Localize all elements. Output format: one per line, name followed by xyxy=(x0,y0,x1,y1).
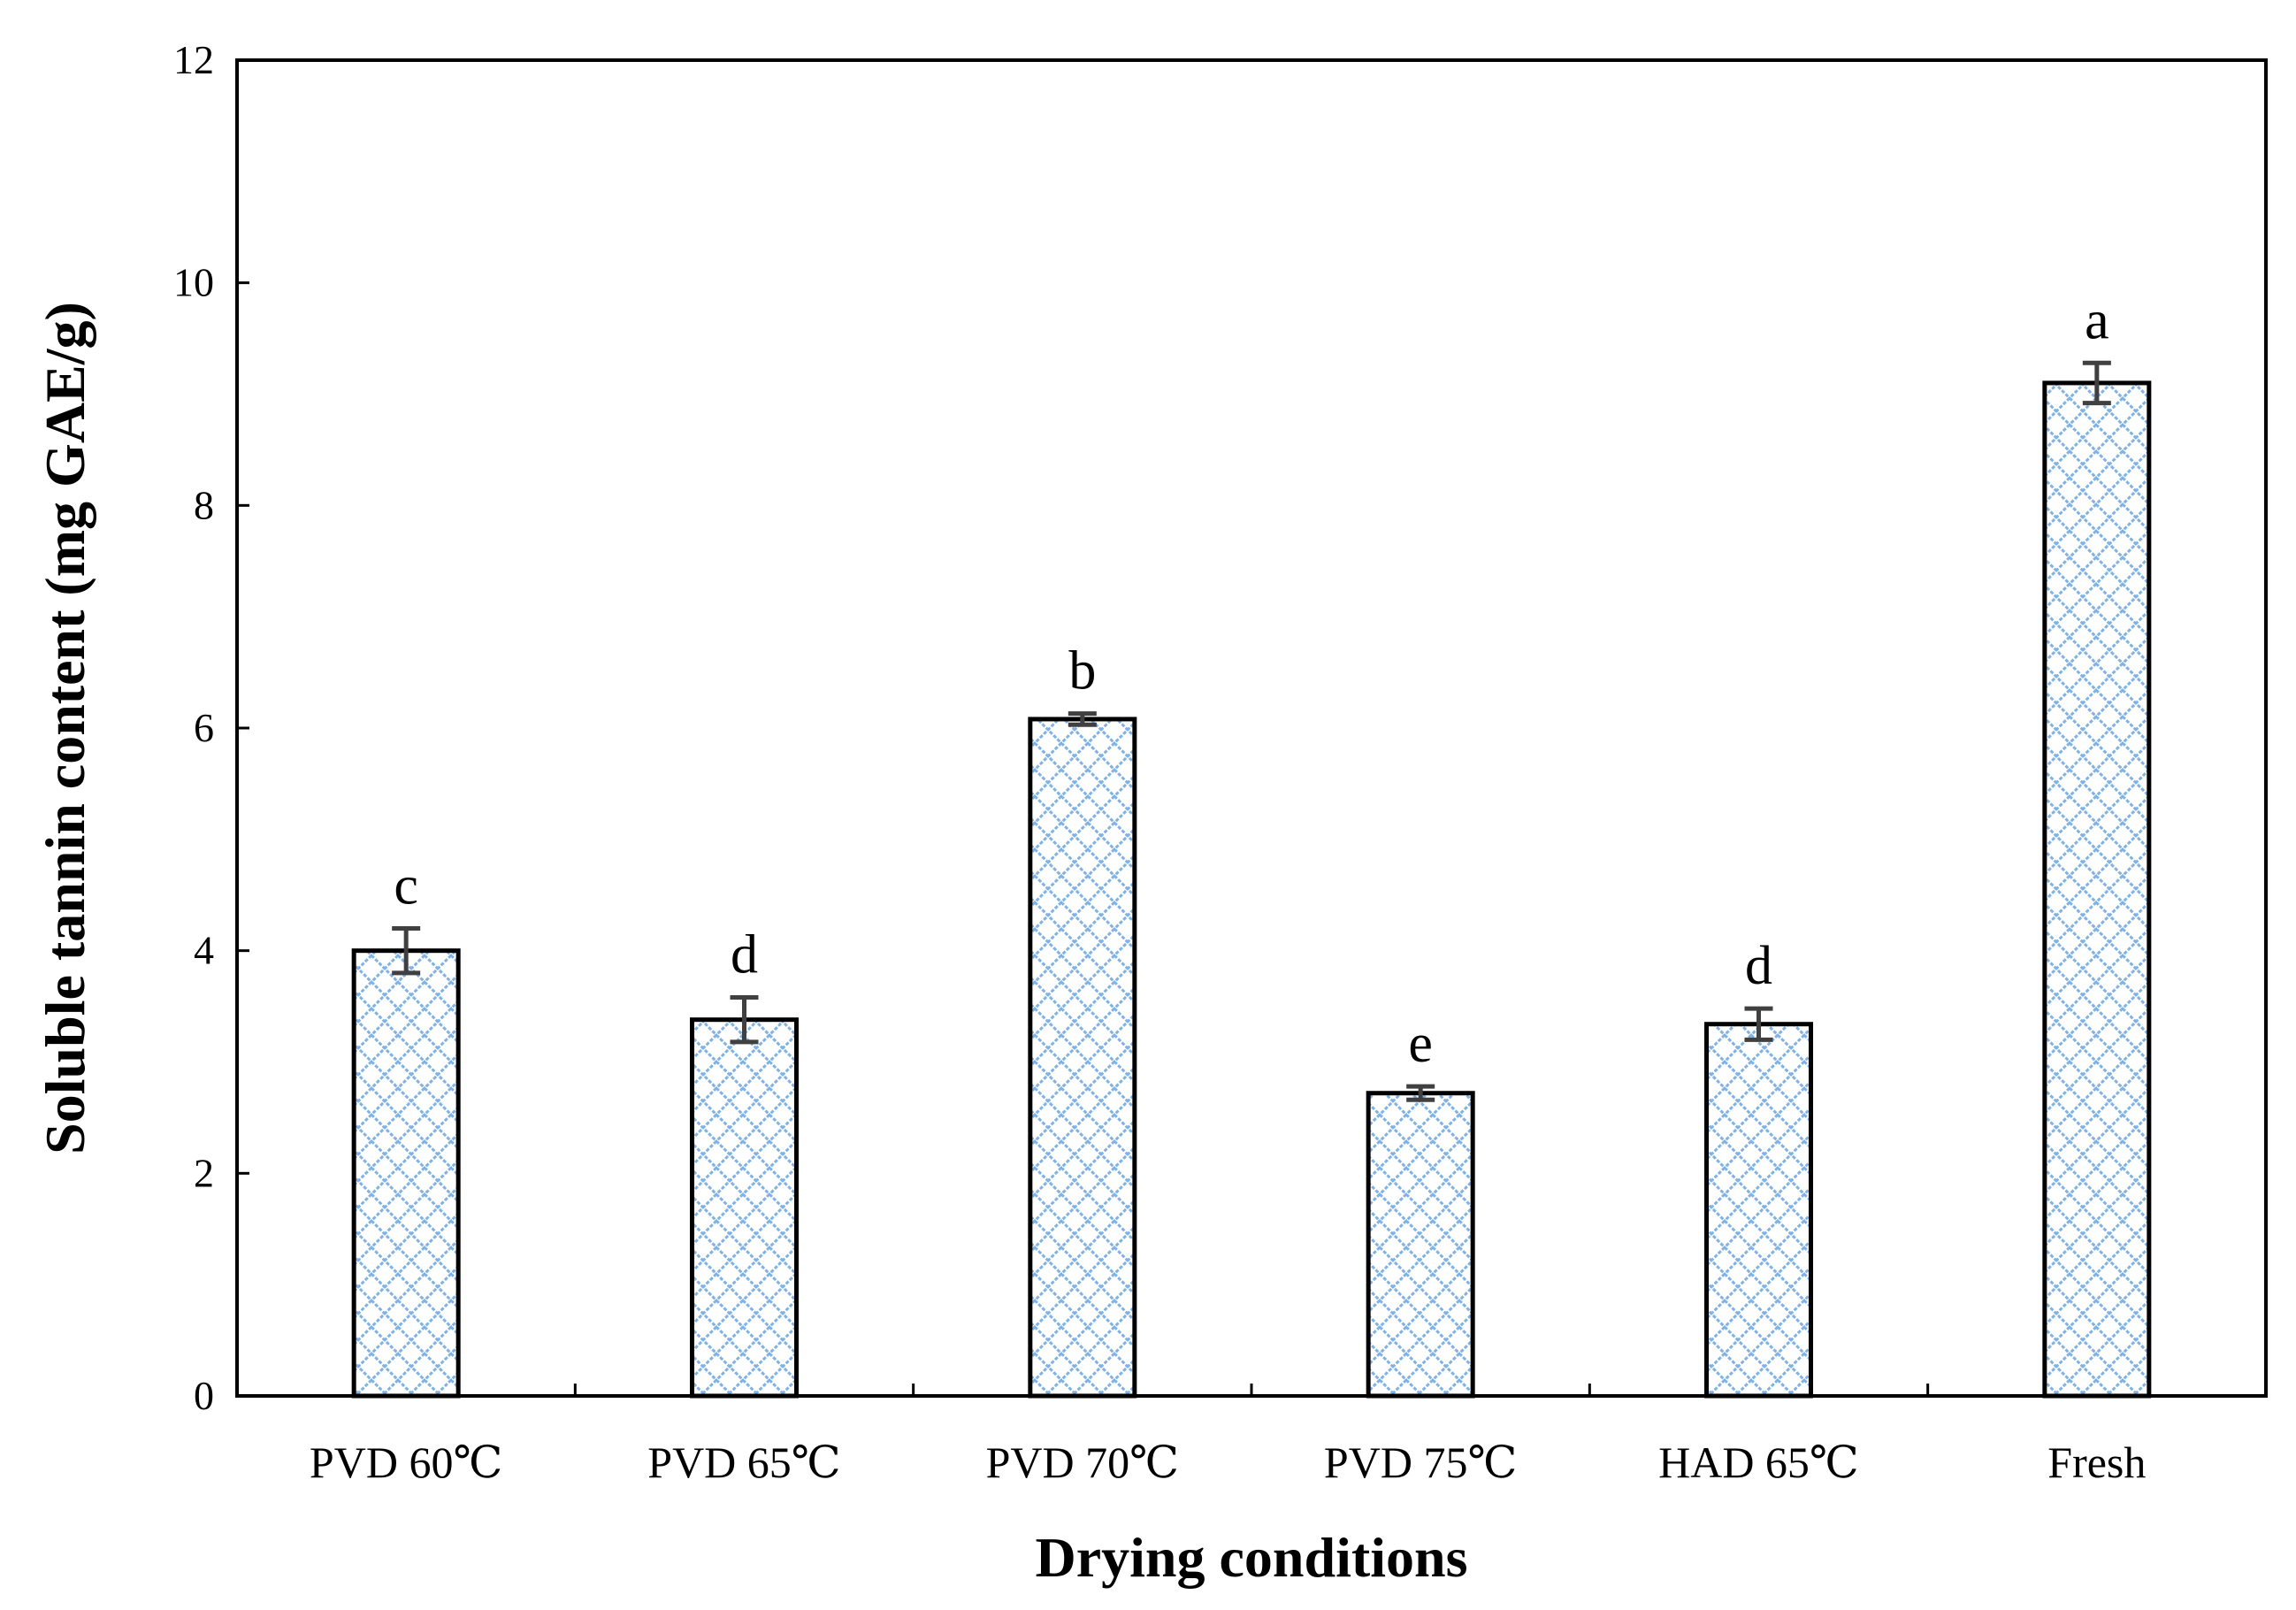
y-axis: 0 2 4 6 8 10 12 xyxy=(173,37,249,1418)
bars-layer xyxy=(351,380,2152,1399)
y-tick-label: 2 xyxy=(194,1150,214,1195)
x-tick-label: PVD 60℃ xyxy=(310,1438,502,1487)
x-axis: PVD 60℃ PVD 65℃ PVD 70℃ PVD 75℃ HAD 65℃ Fresh xyxy=(310,1384,2146,1487)
significance-letter: d xyxy=(731,925,758,985)
x-tick-label: PVD 75℃ xyxy=(1324,1438,1517,1487)
significance-letters: c d b e d a xyxy=(394,290,2108,1074)
bar xyxy=(1028,717,1137,1399)
y-tick-label: 10 xyxy=(173,260,214,305)
x-tick-label: PVD 65℃ xyxy=(647,1438,840,1487)
significance-letter: d xyxy=(1745,936,1772,996)
y-tick-label: 0 xyxy=(194,1373,214,1418)
y-tick-label: 6 xyxy=(194,705,214,750)
y-axis-title: Soluble tannin content (mg GAE/g) xyxy=(34,302,96,1154)
bar xyxy=(690,1017,799,1399)
x-axis-title: Drying conditions xyxy=(1036,1526,1468,1589)
y-tick-label: 12 xyxy=(173,37,214,82)
significance-letter: a xyxy=(2085,290,2109,350)
significance-letter: c xyxy=(394,856,418,916)
bar xyxy=(1704,1022,1813,1399)
bar xyxy=(351,948,461,1399)
significance-letter: e xyxy=(1408,1014,1433,1074)
bar xyxy=(1366,1091,1475,1399)
x-tick-label: Fresh xyxy=(2047,1438,2146,1487)
bar xyxy=(2042,380,2152,1399)
y-tick-label: 8 xyxy=(194,482,214,527)
error-bars-layer xyxy=(392,360,2111,1102)
significance-letter: b xyxy=(1068,641,1096,702)
x-tick-label: HAD 65℃ xyxy=(1658,1438,1859,1487)
y-tick-label: 4 xyxy=(194,928,214,973)
x-tick-label: PVD 70℃ xyxy=(986,1438,1179,1487)
plot-area-frame xyxy=(235,58,2268,1398)
